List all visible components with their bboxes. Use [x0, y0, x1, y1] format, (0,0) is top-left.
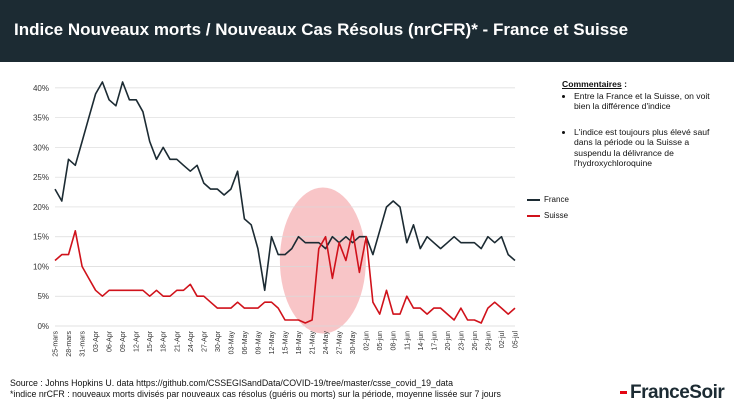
x-tick-label: 12-Apr [134, 330, 141, 352]
y-tick-label: 40% [33, 84, 49, 93]
x-tick-label: 03-Apr [93, 330, 100, 352]
y-tick-label: 15% [33, 233, 49, 242]
x-tick-label: 06-May [242, 331, 249, 355]
y-tick-label: 35% [33, 114, 49, 123]
x-tick-label: 30-May [350, 331, 357, 355]
x-tick-label: 02-jul [499, 331, 506, 349]
x-tick-label: 02-jun [364, 331, 371, 351]
chart: 0% 5% 10% 15% 20% 25% 30% 35% 40% 25-mars 28-mars 3… [33, 81, 520, 357]
x-tick-label: 30-Apr [215, 330, 222, 352]
legend-suisse-swatch [527, 214, 540, 217]
x-tick-label: 05-jun [377, 331, 384, 351]
page-title: Indice Nouveaux morts / Nouveaux Cas Rés… [14, 20, 629, 39]
x-tick-label: 15-Apr [147, 330, 154, 352]
legend-france-label: France [544, 195, 569, 204]
x-tick-label: 24-May [323, 331, 330, 355]
x-tick-label: 05-jul [513, 331, 520, 349]
y-tick-label: 20% [33, 203, 49, 212]
x-tick-label: 03-May [228, 331, 235, 355]
comments-panel: Commentaires : Entre la France et la Sui… [562, 79, 722, 184]
comments-title-suffix: : [621, 79, 627, 89]
comments-title: Commentaires [562, 79, 622, 89]
x-tick-label: 31-mars [80, 331, 87, 357]
legend-france: France [527, 195, 569, 204]
x-tick-label: 18-May [296, 331, 303, 355]
x-tick-label: 08-jun [391, 331, 398, 351]
logo-dash [620, 391, 627, 395]
legend-suisse-label: Suisse [544, 211, 569, 220]
source-line: Source : Johns Hopkins U. data https://g… [10, 378, 454, 388]
x-tick-label: 21-May [310, 331, 317, 355]
title-bar: Indice Nouveaux morts / Nouveaux Cas Rés… [0, 0, 734, 62]
y-tick-label: 25% [33, 173, 49, 182]
x-tick-label: 15-May [283, 331, 290, 355]
legend-france-swatch [527, 198, 540, 201]
x-tick-label: 18-Apr [161, 330, 168, 352]
x-tick-label: 29-jun [485, 331, 492, 351]
x-tick-label: 23-jun [458, 331, 465, 351]
x-tick-label: 21-Apr [174, 330, 181, 352]
comment-item: L'indice est toujours plus élevé sauf da… [574, 127, 722, 168]
x-tick-label: 28-mars [66, 331, 73, 357]
x-tick-label: 20-jun [445, 331, 452, 351]
comments-list: Entre la France et la Suisse, on voit bi… [562, 91, 722, 168]
x-tick-label: 17-jun [431, 331, 438, 351]
y-tick-label: 5% [37, 292, 49, 301]
x-tick-label: 12-May [269, 331, 276, 355]
legend-suisse: Suisse [527, 211, 568, 220]
series-line-suisse [54, 230, 516, 324]
logo-text: FranceSoir [630, 382, 725, 403]
x-tick-label: 25-mars [53, 331, 60, 357]
highlight-ellipse [279, 187, 366, 334]
francesoir-logo: FranceSoir [620, 382, 725, 404]
y-tick-label: 10% [33, 262, 49, 271]
x-tick-label: 27-May [337, 331, 344, 355]
x-tick-label: 14-jun [418, 331, 425, 351]
x-tick-label: 09-May [255, 331, 262, 355]
x-tick-label: 27-Apr [201, 330, 208, 352]
source-note: Source : Johns Hopkins U. data https://g… [10, 378, 501, 401]
index-definition: *indice nrCFR : nouveaux morts divisés p… [10, 389, 501, 400]
y-tick-label: 30% [33, 143, 49, 152]
x-tick-label: 24-Apr [188, 330, 195, 352]
x-tick-label: 06-Apr [107, 330, 114, 352]
x-tick-label: 11-jun [404, 331, 411, 350]
y-tick-label: 0% [37, 322, 49, 331]
comment-item: Entre la France et la Suisse, on voit bi… [574, 91, 722, 111]
x-tick-label: 09-Apr [120, 330, 127, 352]
x-tick-label: 26-jun [472, 331, 479, 351]
series-line-france [54, 81, 516, 292]
